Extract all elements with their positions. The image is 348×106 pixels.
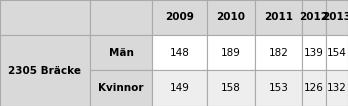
- Bar: [255, 35, 302, 70]
- Bar: [326, 70, 348, 106]
- Bar: [326, 35, 348, 70]
- Text: 2013: 2013: [323, 13, 348, 22]
- Text: Kvinnor: Kvinnor: [98, 83, 144, 93]
- Text: 126: 126: [304, 83, 324, 93]
- Bar: [90, 70, 152, 106]
- Text: 153: 153: [269, 83, 288, 93]
- Bar: [152, 0, 207, 35]
- Text: 158: 158: [221, 83, 241, 93]
- Bar: [90, 0, 152, 35]
- Bar: [90, 35, 152, 70]
- Bar: [0, 0, 90, 35]
- Bar: [255, 0, 302, 35]
- Bar: [207, 70, 255, 106]
- Text: 154: 154: [327, 47, 347, 57]
- Bar: [302, 35, 326, 70]
- Bar: [207, 35, 255, 70]
- Bar: [152, 35, 207, 70]
- Text: 139: 139: [304, 47, 324, 57]
- Text: 2011: 2011: [264, 13, 293, 22]
- Text: 2010: 2010: [216, 13, 245, 22]
- Bar: [255, 70, 302, 106]
- Text: 2009: 2009: [165, 13, 194, 22]
- Text: 132: 132: [327, 83, 347, 93]
- Bar: [302, 70, 326, 106]
- Bar: [0, 35, 90, 106]
- Text: 2305 Bräcke: 2305 Bräcke: [8, 66, 81, 75]
- Bar: [152, 70, 207, 106]
- Text: 182: 182: [269, 47, 288, 57]
- Text: 149: 149: [169, 83, 189, 93]
- Text: Män: Män: [109, 47, 133, 57]
- Text: 148: 148: [169, 47, 189, 57]
- Bar: [207, 0, 255, 35]
- Text: 189: 189: [221, 47, 241, 57]
- Bar: [302, 0, 326, 35]
- Bar: [326, 0, 348, 35]
- Text: 2012: 2012: [300, 13, 329, 22]
